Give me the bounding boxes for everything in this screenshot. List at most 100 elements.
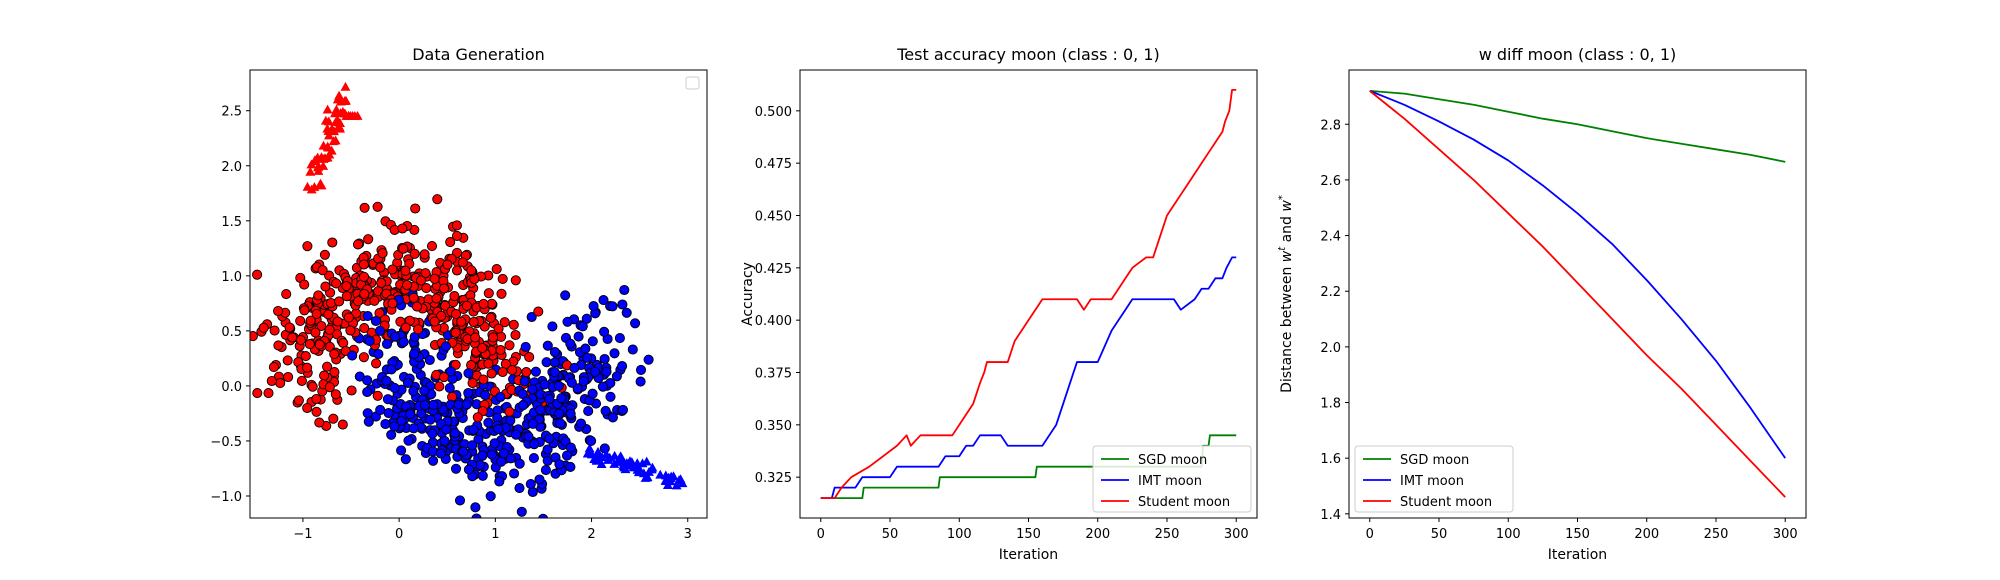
- scatter-point: [472, 412, 483, 423]
- scatter-point: [467, 440, 478, 451]
- scatter-triangle-point: [596, 459, 607, 468]
- scatter-point: [573, 331, 584, 342]
- scatter-triangle-point: [593, 450, 604, 459]
- scatter-point: [611, 371, 622, 382]
- scatter-point: [467, 378, 478, 389]
- scatter-point: [424, 354, 435, 366]
- scatter-triangle-point: [305, 166, 316, 176]
- scatter-triangle-point: [323, 142, 334, 152]
- scatter-point: [373, 348, 384, 360]
- scatter-point: [429, 316, 440, 327]
- scatter-point: [560, 290, 571, 301]
- scatter-point: [409, 248, 420, 259]
- legend-label: SGD moon: [1138, 453, 1207, 468]
- scatter-point: [470, 502, 481, 513]
- scatter-triangle-point: [641, 456, 652, 466]
- scatter-point: [561, 450, 573, 461]
- scatter-point: [408, 423, 419, 434]
- scatter-point: [527, 418, 538, 429]
- scatter-point: [566, 377, 577, 388]
- scatter-triangle-point: [660, 475, 671, 485]
- scatter-triangle-point: [330, 135, 341, 145]
- scatter-point: [398, 336, 409, 347]
- scatter-point: [408, 292, 419, 303]
- scatter-triangle-point: [646, 464, 657, 474]
- scatter-point: [319, 370, 330, 381]
- scatter-point: [491, 264, 502, 275]
- scatter-point: [252, 269, 263, 280]
- scatter-point: [588, 301, 599, 312]
- scatter-point: [525, 479, 536, 490]
- scatter-point: [398, 243, 409, 254]
- scatter-point: [554, 459, 565, 470]
- x-axis-label: Iteration: [1548, 547, 1607, 563]
- scatter-point: [441, 424, 452, 435]
- scatter-point: [371, 358, 382, 369]
- axes-frame: [249, 69, 708, 519]
- scatter-point: [520, 341, 531, 352]
- scatter-point: [300, 351, 311, 362]
- scatter-point: [346, 385, 357, 396]
- scatter-point: [250, 331, 258, 342]
- scatter-point: [425, 414, 436, 425]
- plot-area: [250, 81, 688, 518]
- scatter-point: [345, 325, 356, 336]
- scatter-point: [386, 364, 397, 375]
- scatter-point: [442, 259, 453, 270]
- scatter-point: [311, 308, 322, 320]
- scatter-point: [314, 417, 325, 428]
- x-tick-label: 1: [491, 527, 499, 542]
- y-tick-label: 2.6: [1320, 174, 1341, 189]
- scatter-point: [389, 421, 400, 432]
- scatter-point: [542, 444, 553, 455]
- scatter-point: [370, 315, 381, 327]
- scatter-point: [273, 340, 284, 351]
- scatter-triangle-point: [312, 153, 323, 163]
- scatter-point: [358, 259, 369, 270]
- scatter-point: [341, 291, 352, 302]
- scatter-point: [461, 300, 472, 311]
- scatter-point: [434, 381, 445, 392]
- scatter-point: [307, 381, 318, 392]
- scatter-point: [439, 283, 450, 294]
- legend-box: [685, 76, 700, 90]
- scatter-point: [477, 342, 488, 354]
- y-tick-label: 0.375: [755, 367, 792, 382]
- scatter-point: [582, 352, 593, 363]
- scatter-point: [643, 354, 654, 365]
- scatter-point: [486, 449, 497, 460]
- y-tick-label: 0.500: [755, 105, 792, 120]
- scatter-point: [374, 325, 386, 336]
- scatter-point: [415, 275, 427, 286]
- series-line-sgd-moon: [820, 434, 1237, 500]
- scatter-point: [397, 223, 408, 234]
- scatter-point: [372, 390, 383, 401]
- scatter-point: [544, 433, 555, 444]
- scatter-point: [549, 346, 560, 358]
- scatter-point: [509, 468, 520, 479]
- series-line-student-moon: [820, 88, 1237, 500]
- scatter-point: [293, 395, 304, 406]
- y-axis-label-part: t: [1277, 246, 1288, 251]
- scatter-point: [396, 415, 407, 426]
- scatter-point: [510, 275, 521, 286]
- scatter-point: [305, 315, 316, 326]
- scatter-point: [555, 418, 566, 429]
- scatter-point: [468, 316, 479, 328]
- scatter-triangle-point: [320, 115, 331, 125]
- scatter-point: [383, 408, 394, 419]
- scatter-point: [496, 288, 507, 299]
- scatter-point: [429, 273, 440, 284]
- scatter-point: [565, 461, 576, 472]
- scatter-point: [428, 399, 439, 410]
- scatter-triangle-point: [625, 456, 635, 466]
- scatter-point: [310, 327, 321, 338]
- y-tick-label: 0.450: [755, 209, 792, 224]
- scatter-point: [258, 322, 269, 333]
- scatter-triangle-point: [343, 111, 354, 120]
- scatter-point: [419, 400, 430, 411]
- scatter-point: [607, 412, 618, 423]
- scatter-point: [539, 379, 550, 390]
- scatter-point: [485, 312, 496, 323]
- subplot-2: SGD moon IMT moon Student moon 0 50 100 150 200…: [740, 45, 1258, 563]
